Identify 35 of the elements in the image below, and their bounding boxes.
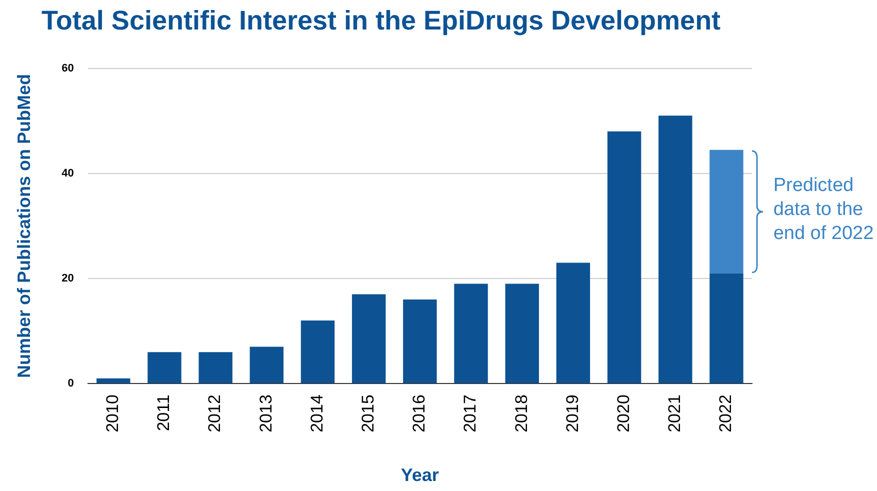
bar xyxy=(710,150,744,274)
x-tick-label: 2016 xyxy=(410,394,429,432)
bar xyxy=(454,284,488,384)
x-tick-label: 2010 xyxy=(103,394,122,432)
x-tick-label: 2014 xyxy=(307,394,326,432)
bar xyxy=(710,273,744,384)
bar xyxy=(300,320,335,384)
bar xyxy=(198,352,232,384)
bar xyxy=(556,262,590,384)
bar xyxy=(607,131,642,384)
x-tick-label: 2022 xyxy=(716,394,736,432)
x-tick-label: 2013 xyxy=(256,394,276,432)
bar xyxy=(403,300,437,384)
text: Predicted data to the end of 2022 xyxy=(773,174,875,246)
x-tick-label: 2021 xyxy=(665,394,684,432)
x-tick-label: 2020 xyxy=(614,394,633,432)
x-tick-label: 2018 xyxy=(512,394,531,432)
y-tick-label: 60 xyxy=(62,62,74,74)
bar xyxy=(148,352,182,384)
y-tick-label: 20 xyxy=(62,272,74,285)
x-tick-label: 2011 xyxy=(154,394,174,432)
bar xyxy=(505,284,539,384)
bar xyxy=(352,294,386,384)
bar xyxy=(658,116,692,384)
bar xyxy=(96,378,130,384)
x-tick-label: 2017 xyxy=(460,394,480,432)
y-tick-label: 40 xyxy=(62,167,74,180)
chart-title: Total Scientific Interest in the EpiDrugs Development xyxy=(41,6,721,36)
x-axis-title: Year xyxy=(400,465,439,486)
y-tick-label: 0 xyxy=(68,378,74,390)
x-tick-label: 2015 xyxy=(358,394,378,432)
y-axis-title: Number of Publications on PubMed xyxy=(14,74,34,378)
x-tick-label: 2019 xyxy=(562,394,582,432)
bar xyxy=(250,346,284,384)
x-tick-label: 2012 xyxy=(205,394,224,432)
